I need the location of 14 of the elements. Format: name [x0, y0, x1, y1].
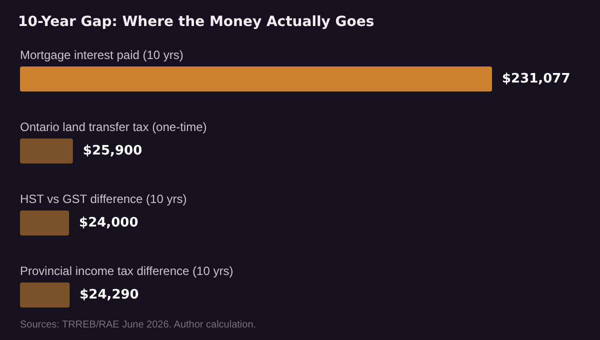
y-tick-label: HST vs GST difference (10 yrs) [20, 192, 187, 206]
source-note: Sources: TRREB/RAE June 2026. Author calculation. [20, 320, 256, 330]
y-tick-label: Ontario land transfer tax (one-time) [20, 120, 207, 134]
bar [20, 138, 73, 164]
data-label: $24,000 [79, 216, 138, 230]
data-label: $231,077 [502, 72, 570, 86]
y-tick-label: Provincial income tax difference (10 yrs) [20, 264, 234, 278]
bar [20, 282, 70, 308]
bar [20, 66, 492, 92]
bar [20, 210, 70, 236]
data-label: $25,900 [82, 144, 142, 158]
chart-title: 10-Year Gap: Where the Money Actually Goes [18, 14, 374, 30]
y-tick-label: Mortgage interest paid (10 yrs) [20, 48, 184, 62]
data-label: $24,290 [80, 288, 139, 302]
